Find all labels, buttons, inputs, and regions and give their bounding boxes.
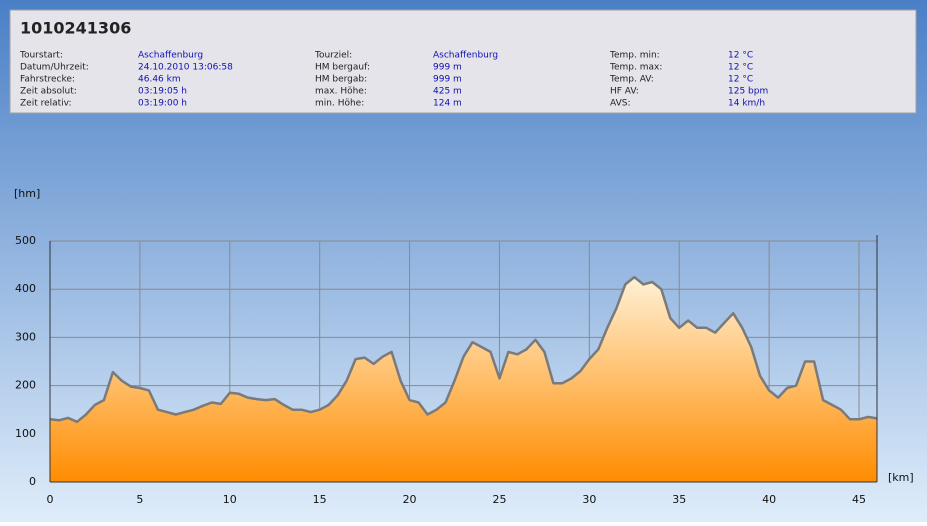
- field-label: Datum/Uhrzeit:: [20, 63, 89, 73]
- x-tick-label: 45: [852, 493, 866, 506]
- field-label: Tourstart:: [19, 51, 63, 61]
- field-label: Zeit relativ:: [20, 99, 72, 109]
- y-tick-label: 0: [29, 475, 36, 488]
- x-tick-label: 40: [762, 493, 776, 506]
- profile-line: [49, 275, 878, 424]
- field-label: HM bergauf:: [315, 63, 370, 73]
- field-value: 125 bpm: [728, 87, 768, 97]
- y-tick-label: 400: [15, 282, 36, 295]
- field-label: min. Höhe:: [315, 99, 364, 109]
- x-tick-label: 30: [582, 493, 596, 506]
- field-label: Zeit absolut:: [20, 87, 77, 97]
- field-value: 03:19:05 h: [138, 87, 187, 97]
- field-value: 12 °C: [728, 63, 753, 73]
- field-value: 46.46 km: [138, 75, 181, 85]
- field-label: HF AV:: [610, 87, 639, 97]
- x-tick-label: 15: [313, 493, 327, 506]
- y-tick-label: 300: [15, 330, 36, 343]
- field-label: Tourziel:: [314, 51, 352, 61]
- x-tick-label: 10: [223, 493, 237, 506]
- field-value: 12 °C: [728, 51, 753, 61]
- y-tick-label: 500: [15, 234, 36, 247]
- x-tick-label: 0: [47, 493, 54, 506]
- x-tick-label: 35: [672, 493, 686, 506]
- x-tick-label: 5: [136, 493, 143, 506]
- y-tick-label: 100: [15, 427, 36, 440]
- field-value: 03:19:00 h: [138, 99, 187, 109]
- field-value: 12 °C: [728, 75, 753, 85]
- field-value: Aschaffenburg: [433, 51, 498, 61]
- field-label: Temp. max:: [609, 63, 662, 73]
- field-value: Aschaffenburg: [138, 51, 203, 61]
- field-label: Temp. AV:: [609, 75, 654, 85]
- field-value: 14 km/h: [728, 99, 765, 109]
- x-tick-label: 25: [492, 493, 506, 506]
- field-label: Temp. min:: [609, 51, 660, 61]
- tour-title: 1010241306: [20, 19, 131, 38]
- field-label: AVS:: [610, 99, 630, 109]
- field-label: max. Höhe:: [315, 87, 367, 97]
- x-axis-label: [km]: [888, 471, 914, 484]
- field-value: 425 m: [433, 87, 462, 97]
- x-tick-label: 20: [403, 493, 417, 506]
- field-label: Fahrstrecke:: [20, 75, 75, 85]
- field-value: 999 m: [433, 75, 462, 85]
- field-label: HM bergab:: [315, 75, 367, 85]
- field-value: 124 m: [433, 99, 462, 109]
- area-fill: [50, 277, 877, 482]
- field-value: 24.10.2010 13:06:58: [138, 63, 233, 73]
- y-axis-label: [hm]: [14, 187, 40, 200]
- y-tick-label: 200: [15, 379, 36, 392]
- info-panel: [9, 9, 917, 114]
- field-value: 999 m: [433, 63, 462, 73]
